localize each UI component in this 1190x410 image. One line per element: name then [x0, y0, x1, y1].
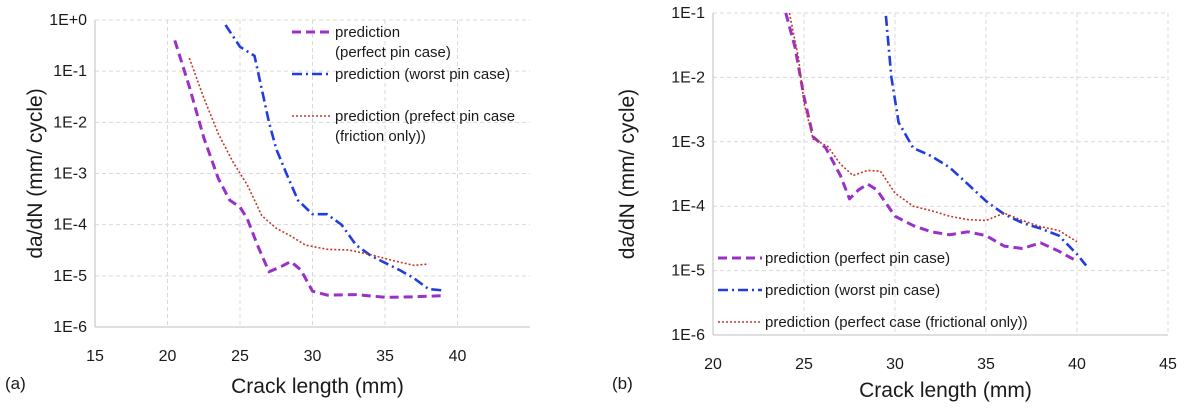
legend-label-1: prediction (perfect pin case): [765, 250, 950, 267]
x-tick-label: 25: [231, 348, 249, 365]
legend-label-2: prediction (worst pin case): [335, 66, 510, 83]
y-axis-title: da/dN (mm/ cycle): [24, 88, 47, 258]
series-line-2: [224, 24, 444, 292]
y-tick-label: 1E-5: [671, 263, 705, 280]
y-tick-label: 1E-2: [53, 114, 87, 131]
legend: prediction (perfect pin case) prediction (…: [292, 24, 515, 145]
legend-label-3: prediction (perfect case (frictional onl…: [765, 314, 1028, 331]
y-tick-label: 1E-4: [53, 217, 87, 234]
x-tick-label: 35: [376, 348, 394, 365]
x-tick-label: 20: [704, 356, 722, 373]
x-tick-label: 30: [304, 348, 322, 365]
y-tick-label: 1E-2: [671, 69, 705, 86]
legend-label-3: prediction (prefect pin case (friction on…: [335, 108, 515, 145]
legend-label-2: prediction (worst pin case): [765, 282, 940, 299]
series-line-3: [788, 12, 1078, 243]
series-line-1: [173, 39, 444, 299]
panel-label: (b): [612, 374, 633, 393]
chart-panel-b: 20 25 30 35 40 45 1E-6 1E-5 1E-4 1E-3 1E-2 1E-1 Crac…: [612, 5, 1177, 402]
x-tick-label: 45: [1159, 356, 1177, 373]
panel-label: (a): [5, 374, 26, 393]
y-tick-label: 1E-4: [671, 198, 705, 215]
chart-panel-a: 15 20 25 30 35 40 1E-6 1E-5 1E-4 1E-3 1E-2 1E-1 1E+0…: [5, 12, 530, 398]
y-tick-label: 1E+0: [49, 12, 87, 29]
y-tick-label: 1E-5: [53, 268, 87, 285]
legend-label-1: prediction (perfect pin case): [335, 24, 451, 61]
x-tick-label: 15: [86, 348, 104, 365]
x-axis-title: Crack length (mm): [859, 379, 1032, 402]
y-tick-label: 1E-6: [671, 327, 705, 344]
legend: prediction (perfect pin case) prediction …: [718, 250, 1028, 331]
x-tick-label: 30: [886, 356, 904, 373]
y-tick-label: 1E-1: [53, 63, 87, 80]
x-tick-label: 40: [1068, 356, 1086, 373]
y-tick-label: 1E-6: [53, 319, 87, 336]
y-tick-label: 1E-3: [671, 134, 705, 151]
y-tick-label: 1E-1: [671, 5, 705, 22]
x-tick-label: 40: [449, 348, 467, 365]
x-tick-label: 25: [795, 356, 813, 373]
y-tick-label: 1E-3: [53, 166, 87, 183]
series-line-3: [188, 57, 429, 267]
series-line-2: [884, 15, 1088, 267]
y-axis-title: da/dN (mm/ cycle): [616, 89, 639, 259]
x-tick-label: 35: [977, 356, 995, 373]
x-axis-title: Crack length (mm): [231, 375, 404, 398]
x-tick-label: 20: [159, 348, 177, 365]
